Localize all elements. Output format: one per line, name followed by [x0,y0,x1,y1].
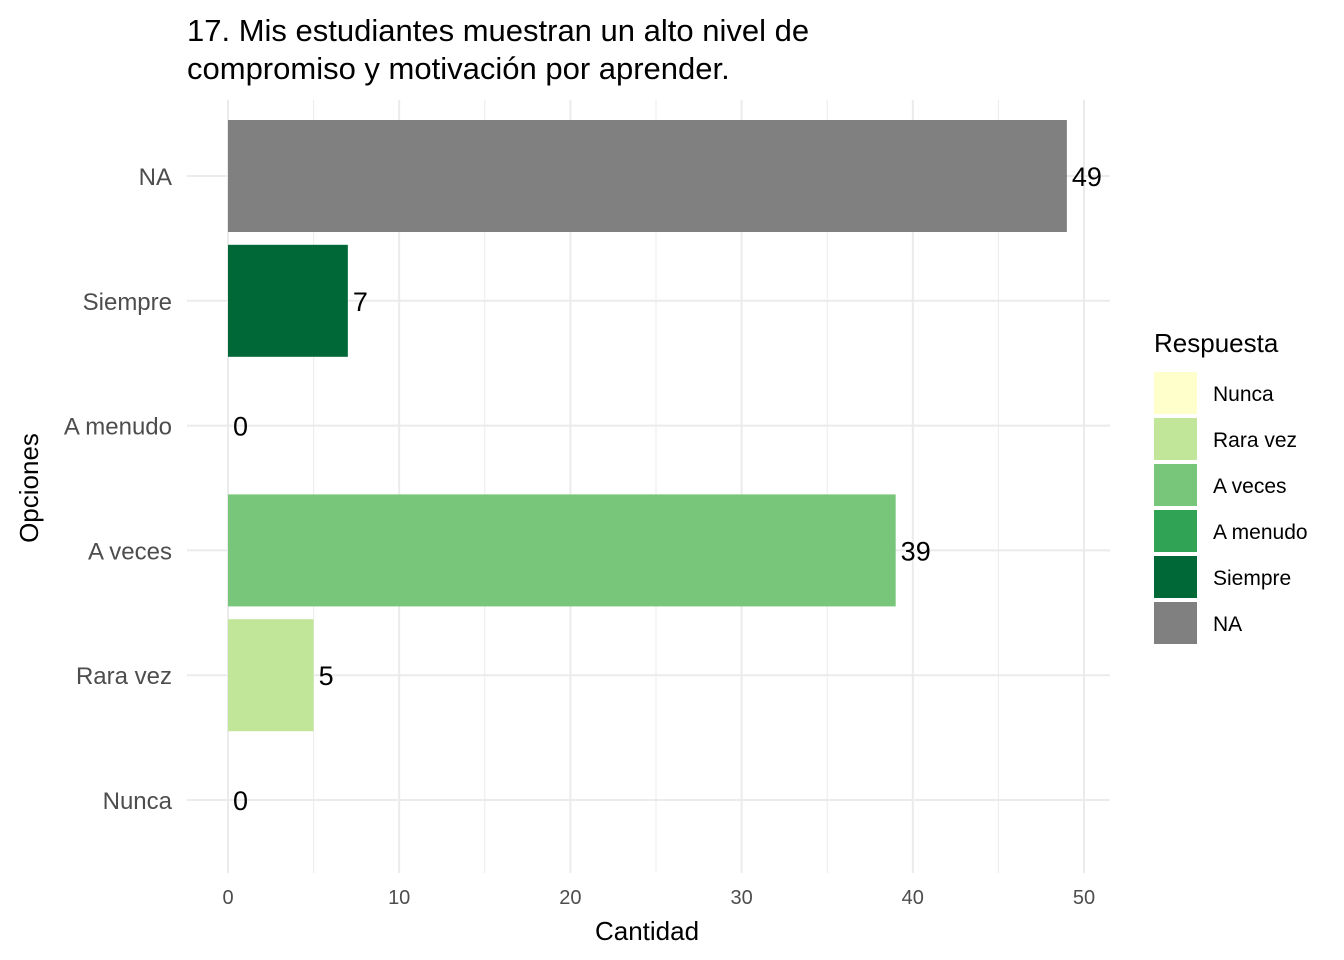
chart-title-line-2: compromiso y motivación por aprender. [187,51,730,86]
legend-items: Nunca Rara vez A veces A menudo Siempre NA [1154,372,1308,644]
chart-title-line-1: 17. Mis estudiantes muestran un alto niv… [187,13,809,48]
bar-siempre [228,244,348,357]
bars [228,120,1067,732]
legend-label: Rara vez [1213,429,1297,452]
bar-na [228,120,1067,232]
y-axis-ticks: Nunca Rara vez A veces A menudo Siempre NA [64,164,173,815]
legend-label: Siempre [1213,567,1291,590]
x-tick-label: 0 [222,887,233,909]
bar-rara-vez [228,619,314,732]
legend-key-swatch [1154,464,1197,506]
x-tick-label: 40 [902,887,924,909]
data-label: 0 [233,786,248,816]
legend-key-swatch [1154,602,1197,644]
y-tick-label: NA [139,164,172,191]
data-label: 0 [233,412,248,442]
bar-a-veces [228,494,896,607]
legend-label: A veces [1213,475,1287,498]
x-tick-label: 50 [1073,887,1095,909]
legend-label: Nunca [1213,383,1274,406]
legend-label: A menudo [1213,521,1308,544]
data-label: 5 [319,661,334,691]
legend: Respuesta Nunca Rara vez A veces A menudo Si… [1154,328,1308,644]
legend-key-swatch [1154,556,1197,598]
y-tick-label: A veces [88,538,172,565]
y-tick-label: Siempre [83,289,172,316]
y-tick-label: Rara vez [76,663,172,690]
y-tick-label: Nunca [103,788,173,815]
data-labels: 0 5 39 0 7 49 [233,162,1102,816]
x-tick-label: 30 [730,887,752,909]
data-label: 7 [353,287,368,317]
legend-key-swatch [1154,372,1197,414]
legend-label: NA [1213,613,1242,636]
x-tick-label: 10 [388,887,410,909]
data-label: 39 [901,536,931,566]
x-axis-title: Cantidad [595,916,699,946]
chart-title: 17. Mis estudiantes muestran un alto niv… [187,13,809,86]
legend-key-swatch [1154,510,1197,552]
x-tick-label: 20 [559,887,581,909]
legend-key-swatch [1154,418,1197,460]
data-label: 49 [1072,162,1102,192]
legend-title: Respuesta [1154,328,1279,358]
y-tick-label: A menudo [64,414,172,441]
x-axis-ticks: 0 10 20 30 40 50 [222,887,1095,909]
y-axis-title: Opciones [14,433,44,543]
